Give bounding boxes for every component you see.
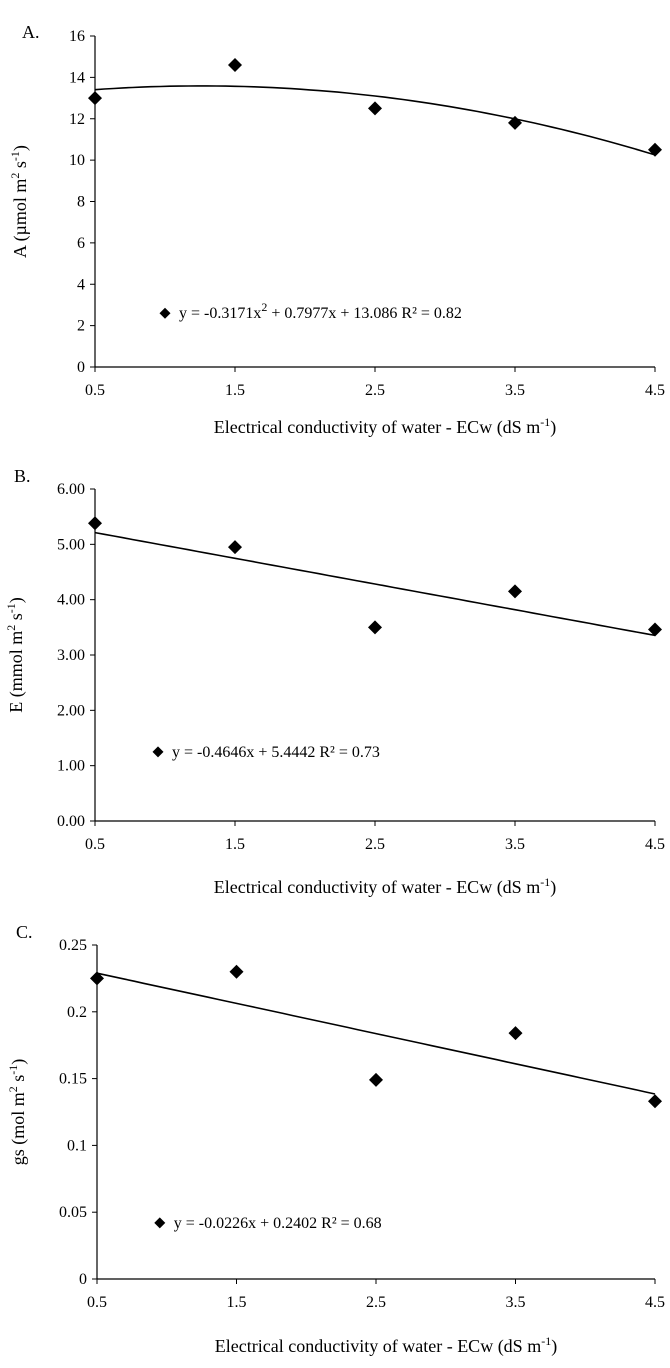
x-tick-label: 2.5 — [365, 836, 385, 853]
data-point-marker — [648, 142, 662, 157]
trend-line — [96, 972, 656, 1095]
x-tick-label: 3.5 — [505, 382, 525, 399]
y-tick-label: 5.00 — [57, 536, 85, 553]
legend-marker — [159, 307, 171, 319]
panel-label: C. — [16, 922, 33, 942]
data-point-marker — [88, 516, 102, 531]
legend-marker — [154, 1217, 166, 1229]
legend-marker — [152, 746, 164, 758]
x-tick-label: 0.5 — [85, 382, 105, 399]
y-tick-label: 0.25 — [59, 937, 87, 954]
data-point-marker — [228, 540, 242, 555]
x-tick-label: 4.5 — [645, 382, 665, 399]
panel-label: A. — [22, 22, 40, 42]
y-tick-label: 4 — [77, 276, 85, 293]
trend-line — [94, 531, 656, 637]
y-tick-label: 12 — [69, 111, 85, 128]
data-point-marker — [369, 1072, 383, 1087]
x-tick-label: 1.5 — [227, 1294, 247, 1311]
y-tick-label: 0.15 — [59, 1071, 87, 1088]
chart-c-svg: C. 0 0.05 0.1 0.15 0.2 0.25 0.5 1.5 2.5 3.5 4.5 Elec… — [6, 922, 665, 1357]
y-tick-label: 16 — [69, 28, 85, 45]
x-tick-label: 1.5 — [225, 836, 245, 853]
data-point-marker — [508, 1026, 523, 1041]
x-axis-title: Electrical conductivity of water - ECw (… — [214, 875, 556, 898]
x-tick-label: 3.5 — [505, 836, 525, 853]
y-tick-label: 6 — [77, 235, 85, 252]
data-point-marker — [368, 620, 382, 635]
regression-equation: y = -0.0226x + 0.2402 R² = 0.68 — [174, 1215, 382, 1232]
x-tick-label: 4.5 — [645, 836, 665, 853]
x-tick-label: 2.5 — [366, 1294, 386, 1311]
y-axis-title: A (µmol m2 s-1) — [8, 145, 31, 258]
data-point-marker — [368, 101, 382, 116]
y-tick-label: 0.00 — [57, 813, 85, 830]
y-tick-label: 0 — [79, 1271, 87, 1288]
y-tick-label: 6.00 — [57, 481, 85, 498]
x-axis-title: Electrical conductivity of water - ECw (… — [215, 1334, 557, 1357]
x-tick-label: 0.5 — [85, 836, 105, 853]
data-point-marker — [508, 584, 522, 599]
data-point-marker — [228, 57, 242, 72]
y-tick-label: 2.00 — [57, 702, 85, 719]
y-tick-label: 14 — [69, 69, 85, 86]
x-tick-label: 1.5 — [225, 382, 245, 399]
y-tick-label: 10 — [69, 152, 85, 169]
data-point-marker — [648, 622, 662, 637]
x-tick-label: 0.5 — [87, 1294, 107, 1311]
chart-b-svg: B. 0.00 1.00 2.00 3.00 4.00 5.00 6.00 0.5 1.5 2.5 3… — [4, 466, 665, 898]
x-tick-label: 3.5 — [506, 1294, 526, 1311]
y-tick-label: 4.00 — [57, 592, 85, 609]
y-tick-label: 0.2 — [67, 1004, 87, 1021]
data-point-marker — [88, 91, 102, 106]
chart-panel-a: A. 0 2 4 6 8 10 12 14 16 0.5 1.5 2.5 3.5 4.5 Electrical… — [0, 0, 670, 456]
chart-a-svg: A. 0 2 4 6 8 10 12 14 16 0.5 1.5 2.5 3.5 4.5 Electrical… — [8, 22, 665, 438]
y-tick-label: 8 — [77, 194, 85, 211]
x-tick-label: 4.5 — [645, 1294, 665, 1311]
y-axis-title: E (mmol m2 s-1) — [4, 597, 27, 713]
regression-equation: y = -0.4646x + 5.4442 R² = 0.73 — [172, 744, 380, 761]
chart-panel-c: C. 0 0.05 0.1 0.15 0.2 0.25 0.5 1.5 2.5 3.5 4.5 Elec… — [0, 912, 670, 1368]
data-point-marker — [229, 964, 244, 979]
y-tick-label: 0.05 — [59, 1204, 87, 1221]
data-point-marker — [648, 1094, 662, 1109]
y-tick-label: 0 — [77, 359, 85, 376]
y-tick-label: 3.00 — [57, 647, 85, 664]
x-axis-title: Electrical conductivity of water - ECw (… — [214, 415, 556, 438]
data-point-marker — [508, 115, 522, 130]
y-tick-label: 0.1 — [67, 1137, 87, 1154]
panel-label: B. — [14, 466, 31, 486]
chart-panel-b: B. 0.00 1.00 2.00 3.00 4.00 5.00 6.00 0.5 1.5 2.5 3… — [0, 456, 670, 912]
y-tick-label: 2 — [77, 318, 85, 335]
trend-line — [94, 85, 656, 156]
x-tick-label: 2.5 — [365, 382, 385, 399]
data-point-marker — [90, 971, 104, 986]
regression-equation: y = -0.3171x2 + 0.7977x + 13.086 R² = 0.… — [179, 300, 462, 322]
y-tick-label: 1.00 — [57, 758, 85, 775]
y-axis-title: gs (mol m2 s-1) — [6, 1059, 29, 1166]
